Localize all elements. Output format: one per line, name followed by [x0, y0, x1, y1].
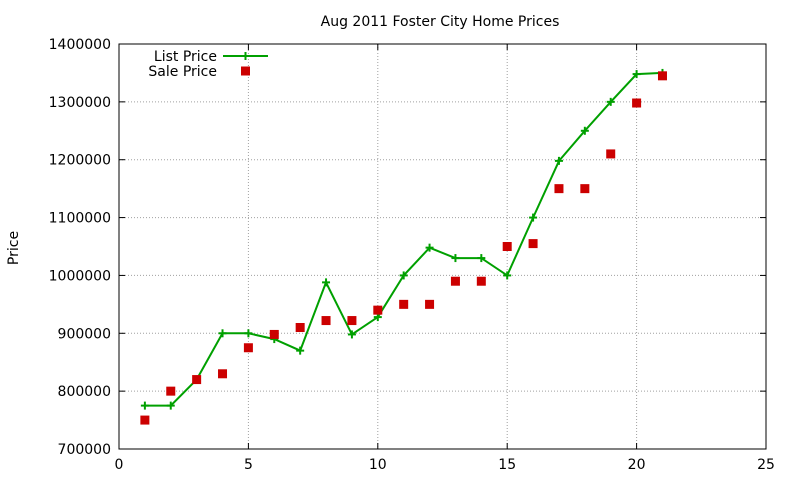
sale-price-point [192, 375, 202, 385]
y-tick-label: 700000 [58, 442, 111, 458]
x-tick-label: 5 [244, 457, 253, 473]
legend-sample-sale-price-square [241, 66, 250, 76]
list-price-point [399, 271, 408, 280]
sale-price-point [218, 369, 228, 379]
sale-price-point [243, 343, 253, 353]
sale-price-point [554, 184, 564, 194]
y-axis-label: Price [6, 231, 22, 265]
x-tick-label: 10 [369, 457, 387, 473]
sale-price-point [580, 184, 590, 194]
legend: List Price Sale Price [148, 49, 268, 80]
list-price-point [425, 243, 434, 252]
list-price-point [218, 329, 227, 338]
x-tick-label: 20 [628, 457, 646, 473]
sale-price-point [295, 323, 305, 332]
list-price-point [632, 70, 641, 79]
y-tick-label: 900000 [58, 326, 111, 342]
list-price-point [554, 156, 563, 165]
y-tick-label: 1100000 [49, 211, 111, 227]
list-price-point [477, 254, 486, 263]
sale-price-point [632, 98, 642, 108]
list-price-point [166, 401, 175, 410]
sale-price-point [269, 329, 279, 339]
sale-price-point [502, 242, 512, 251]
sale-price-point [399, 299, 409, 309]
sale-price-point [657, 71, 667, 81]
list-price-point [140, 401, 149, 410]
sale-price-point [476, 276, 486, 286]
y-tick-label: 1200000 [49, 153, 111, 169]
axis-ticks: 0 5 10 15 20 25 700000 800000 900000 1000000 11000… [49, 37, 775, 473]
legend-label-sale-price: Sale Price [148, 64, 217, 80]
sale-price-point [528, 239, 538, 249]
list-price-point [322, 278, 331, 287]
sale-price-point [321, 316, 331, 326]
list-price-point [606, 97, 615, 106]
chart-title: Aug 2011 Foster City Home Prices [321, 14, 560, 30]
x-tick-label: 15 [498, 457, 516, 473]
list-price-point [529, 213, 538, 222]
plot-frame [118, 43, 767, 450]
list-price-line [144, 71, 663, 407]
sale-price-point [606, 149, 616, 159]
grid-lines [119, 44, 766, 449]
list-price-point [296, 346, 305, 355]
x-tick-label: 25 [757, 457, 775, 473]
sale-price-point [347, 316, 357, 326]
list-price-point [580, 126, 589, 135]
sale-price-point [373, 305, 383, 315]
list-price-point [503, 271, 512, 280]
y-tick-label: 800000 [58, 384, 111, 400]
list-price-point [347, 330, 356, 339]
y-tick-label: 1300000 [49, 95, 111, 111]
sale-price-point [166, 386, 176, 396]
legend-label-list-price: List Price [154, 49, 217, 65]
sale-price-point [425, 299, 435, 309]
sale-price-point [140, 415, 150, 425]
y-tick-label: 1000000 [49, 268, 111, 284]
list-price-point [451, 254, 460, 263]
list-price-point [244, 329, 253, 338]
y-tick-label: 1400000 [49, 37, 111, 53]
series-layer [140, 68, 667, 425]
x-tick-label: 0 [115, 457, 124, 473]
sale-price-point [450, 276, 460, 286]
